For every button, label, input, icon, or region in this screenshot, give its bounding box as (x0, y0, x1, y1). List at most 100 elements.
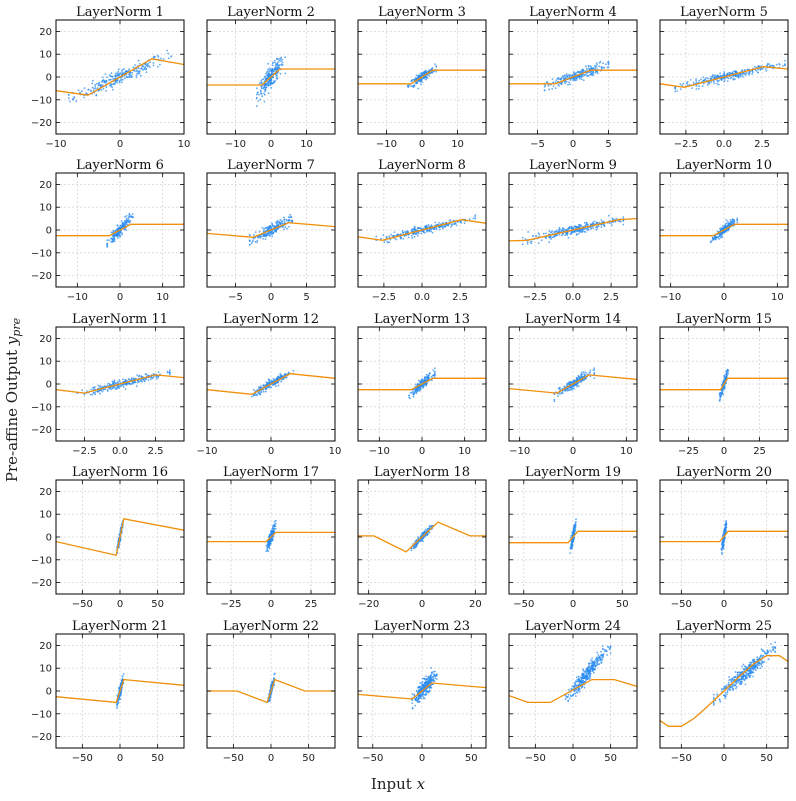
x-tick-label: 25 (753, 446, 766, 457)
scatter-point (592, 222, 595, 225)
scatter-point (110, 72, 113, 75)
scatter-point (263, 100, 266, 103)
scatter-point (291, 220, 294, 222)
scatter-point (574, 79, 576, 82)
scatter-point (401, 230, 404, 232)
scatter-point (412, 395, 415, 398)
scatter-point (253, 233, 255, 236)
x-tick-label: 0 (268, 599, 274, 610)
scatter-point (417, 386, 420, 389)
scatter-point (416, 227, 419, 230)
scatter-point (276, 376, 279, 379)
scatter-point (132, 66, 135, 69)
scatter-point (276, 65, 279, 67)
scatter-point (583, 378, 585, 381)
scatter-point (610, 224, 613, 227)
scatter-point (571, 386, 574, 388)
scatter-point (270, 530, 272, 533)
x-tick-label: −50 (671, 599, 692, 610)
scatter-point (697, 87, 700, 90)
subplot-title: LayerNorm 17 (223, 465, 319, 480)
scatter-point (127, 219, 129, 221)
y-tick-label: 10 (39, 510, 52, 521)
scatter-point (553, 398, 556, 401)
scatter-point (130, 74, 133, 77)
scatter-point (152, 62, 155, 64)
scatter-point (289, 213, 292, 216)
scatter-point (106, 239, 109, 242)
scatter-point (116, 707, 118, 709)
scatter-point (571, 226, 574, 229)
scatter-point (622, 220, 625, 222)
scatter-point (555, 79, 558, 81)
scatter-point (416, 387, 418, 390)
scatter-point (276, 223, 279, 226)
scatter-point (167, 52, 170, 55)
scatter-point (567, 236, 570, 239)
scatter-point (270, 538, 273, 540)
scatter-point (100, 89, 103, 91)
scatter-point (427, 374, 430, 376)
scatter-point (535, 235, 537, 237)
scatter-point (92, 386, 94, 389)
scatter-point (255, 97, 258, 100)
scatter-point (577, 71, 580, 74)
scatter-point (122, 378, 124, 381)
scatter-point (127, 221, 129, 224)
scatter-point (600, 67, 603, 70)
scatter-point (265, 550, 268, 553)
scatter-point (706, 84, 709, 86)
scatter-point (118, 380, 121, 383)
scatter-point (428, 230, 431, 233)
scatter-point (712, 74, 714, 77)
scatter-point (568, 227, 570, 230)
scatter-point (388, 241, 391, 244)
scatter-point (102, 87, 105, 90)
scatter-point (748, 73, 750, 76)
scatter-point (251, 241, 254, 243)
scatter-point (569, 79, 572, 81)
scatter-point (607, 60, 610, 63)
scatter-point (133, 70, 136, 72)
scatter-point (267, 70, 269, 72)
scatter-point (560, 82, 563, 85)
scatter-point (450, 226, 452, 228)
scatter-point (269, 386, 271, 389)
scatter-point (542, 232, 545, 235)
x-tick-label: 0.0 (565, 292, 581, 303)
scatter-point (691, 87, 693, 89)
scatter-point (281, 58, 284, 61)
scatter-point (560, 234, 563, 237)
scatter-point (584, 73, 587, 76)
scatter-point (427, 224, 430, 226)
scatter-point (267, 227, 270, 229)
scatter-point (460, 221, 462, 224)
fit-curve (358, 377, 486, 391)
scatter-point (726, 225, 728, 228)
scatter-point (152, 64, 155, 67)
scatter-point (575, 76, 578, 79)
fit-curve (358, 521, 486, 553)
scatter-point (418, 76, 420, 78)
scatter-point (438, 222, 440, 224)
scatter-point (268, 67, 271, 69)
scatter-point (264, 238, 267, 240)
scatter-point (265, 232, 268, 235)
scatter-point (707, 77, 709, 80)
scatter-point (139, 74, 142, 77)
scatter-point (124, 215, 126, 218)
scatter-point (418, 379, 420, 382)
scatter-point (142, 65, 145, 68)
scatter-point (121, 223, 124, 225)
scatter-point (719, 74, 722, 77)
scatter-point (108, 79, 110, 81)
scatter-point (775, 63, 778, 66)
scatter-point (113, 380, 115, 383)
scatter-point (560, 77, 563, 79)
scatter-point (276, 219, 279, 222)
x-tick-label: 50 (616, 599, 629, 610)
scatter-point (428, 525, 431, 527)
scatter-point (564, 76, 567, 78)
scatter-point (263, 233, 266, 236)
